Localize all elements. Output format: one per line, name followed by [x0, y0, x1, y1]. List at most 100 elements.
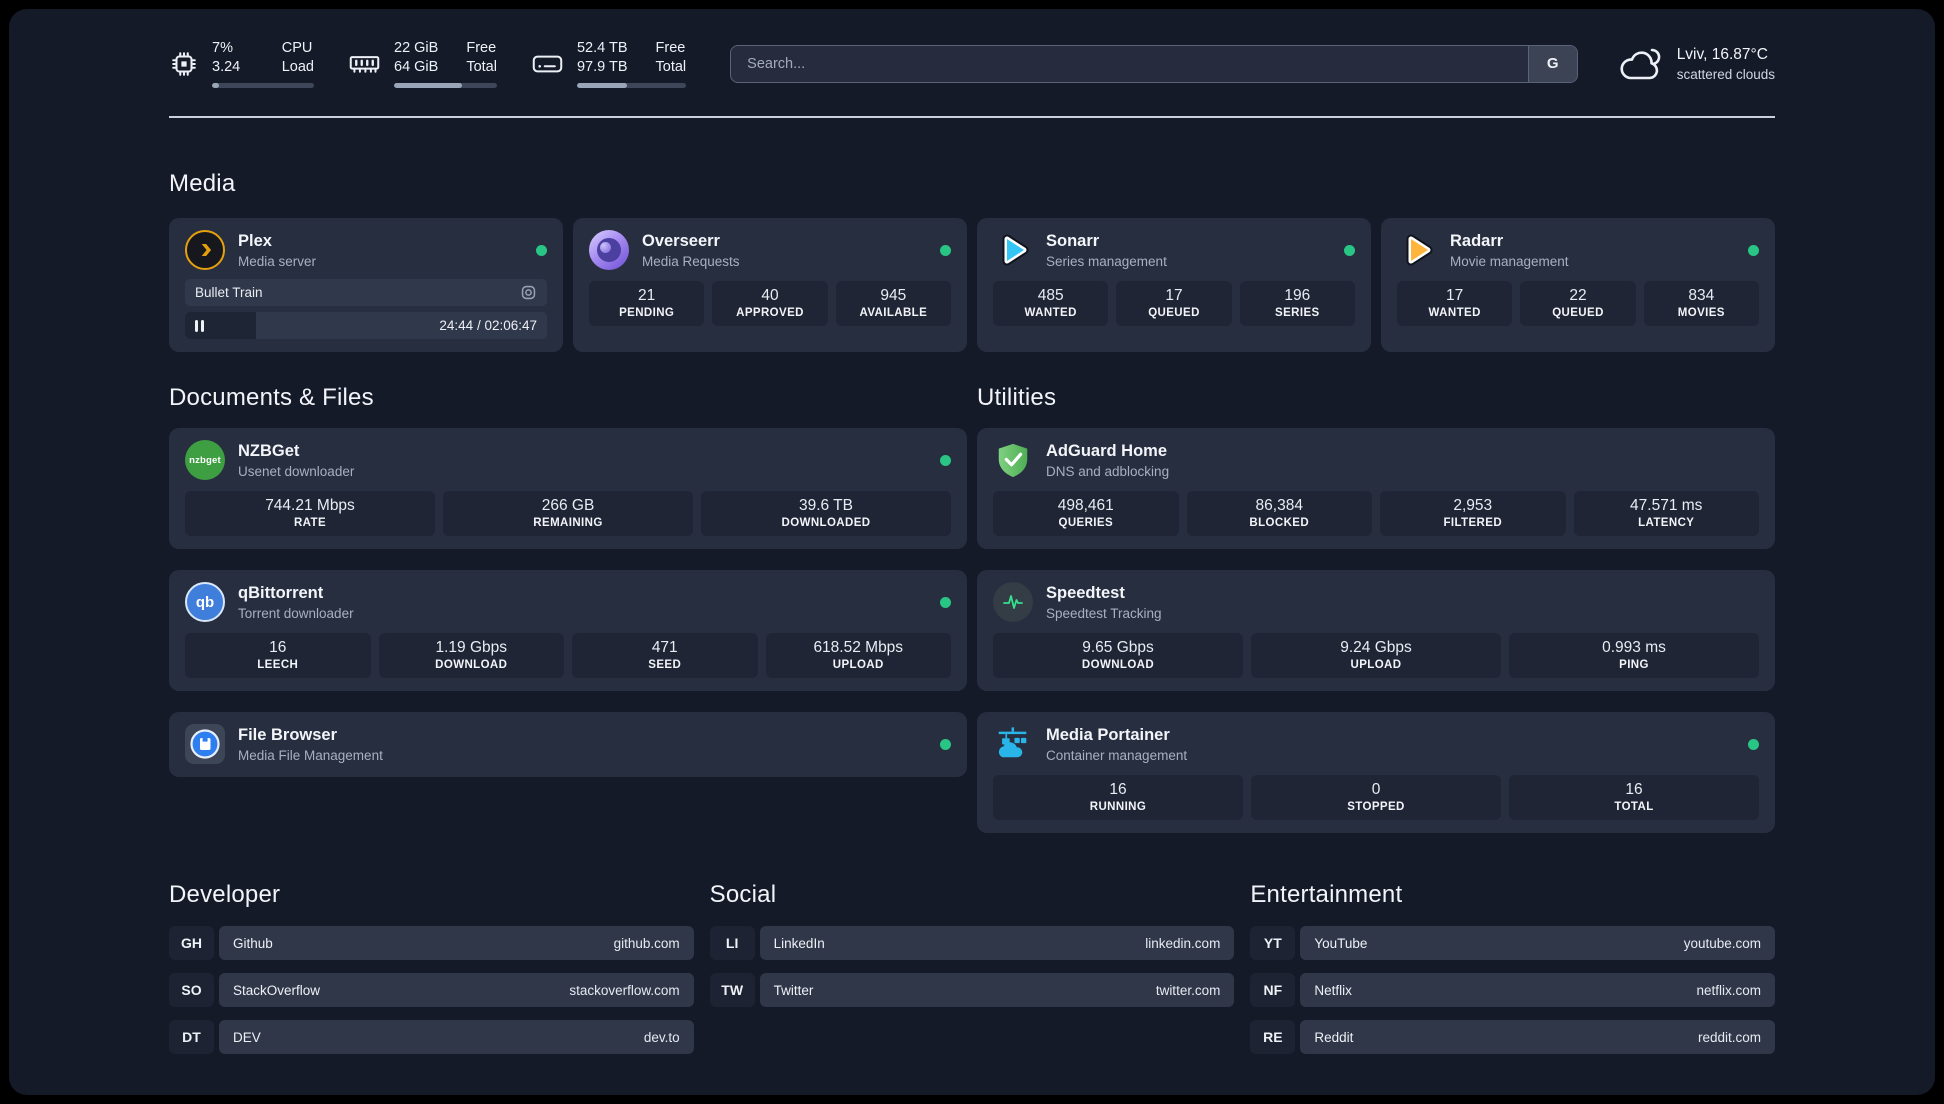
stat-wanted: 17 WANTED [1397, 281, 1513, 327]
stat-download: 9.65 Gbps DOWNLOAD [993, 633, 1243, 679]
stat-downloaded: 39.6 TB DOWNLOADED [701, 491, 951, 537]
link-url: stackoverflow.com [569, 982, 680, 998]
stat-value: 39.6 TB [798, 497, 853, 515]
stat-approved: 40 APPROVED [712, 281, 828, 327]
link-row-dev[interactable]: DT DEV dev.to [169, 1020, 694, 1055]
app-name: qBittorrent [238, 584, 324, 603]
app-description: Container management [1046, 748, 1188, 764]
stat-leech: 16 LEECH [185, 633, 371, 679]
stat-value: 47.571 ms [1630, 497, 1703, 515]
weather-condition: scattered clouds [1676, 66, 1775, 82]
app-card-portainer[interactable]: Media Portainer Container management 16 … [977, 712, 1775, 834]
radarr-icon [1397, 230, 1437, 270]
link-name: Github [233, 935, 273, 951]
media-grid: Plex Media server Bullet Train [169, 218, 1775, 353]
link-name: StackOverflow [233, 982, 321, 998]
app-description: Speedtest Tracking [1046, 606, 1162, 622]
app-card-overseerr[interactable]: Overseerr Media Requests 21 PENDING 40 A… [573, 218, 967, 353]
app-card-radarr[interactable]: Radarr Movie management 17 WANTED 22 QUE… [1381, 218, 1775, 353]
stat-rate: 744.21 Mbps RATE [185, 491, 435, 537]
app-card-speedtest[interactable]: Speedtest Speedtest Tracking 9.65 Gbps D… [977, 570, 1775, 692]
pause-icon[interactable] [195, 319, 204, 332]
memory-progress-bar [394, 83, 497, 89]
playback-time: 24:44 / 02:06:47 [439, 318, 537, 334]
search-input[interactable] [731, 45, 1528, 82]
stat-queries: 498,461 QUERIES [993, 491, 1179, 537]
memory-values: 22 GiB 64 GiB [394, 39, 438, 77]
app-name: Radarr [1450, 232, 1504, 251]
now-playing-bar[interactable]: Bullet Train [185, 279, 547, 307]
top-bar: 7% 3.24 CPU Load [169, 39, 1775, 89]
stat-value: 471 [651, 639, 678, 657]
memory-icon [348, 51, 381, 77]
link-row-linkedin[interactable]: LI LinkedIn linkedin.com [709, 926, 1235, 961]
stat-label: LATENCY [1638, 517, 1695, 530]
stat-label: UPLOAD [832, 659, 884, 672]
cpu-progress-bar [212, 83, 314, 89]
link-row-stackoverflow[interactable]: SO StackOverflow stackoverflow.com [169, 973, 694, 1008]
stat-value: 17 [1165, 287, 1183, 305]
link-row-reddit[interactable]: RE Reddit reddit.com [1250, 1020, 1775, 1055]
plex-icon [185, 230, 225, 271]
cpu-stat: 7% 3.24 CPU Load [169, 39, 314, 89]
stat-label: BLOCKED [1249, 517, 1310, 530]
memory-stat: 22 GiB 64 GiB Free Total [348, 39, 497, 89]
link-name: Twitter [773, 982, 814, 998]
video-icon[interactable] [520, 284, 537, 301]
link-abbr: RE [1250, 1020, 1296, 1055]
weather-location: Lviv, 16.87°C [1676, 45, 1768, 63]
app-name: Plex [238, 232, 272, 251]
disk-values: 52.4 TB 97.9 TB [577, 39, 628, 77]
speedtest-icon [993, 582, 1033, 623]
playback-bar[interactable]: 24:44 / 02:06:47 [185, 312, 547, 340]
app-description: Movie management [1450, 254, 1569, 270]
link-row-twitter[interactable]: TW Twitter twitter.com [709, 973, 1235, 1008]
stat-download: 1.19 Gbps DOWNLOAD [378, 633, 564, 679]
link-row-youtube[interactable]: YT YouTube youtube.com [1250, 926, 1775, 961]
search-engine-button[interactable]: G [1527, 45, 1577, 82]
stat-value: 16 [1625, 781, 1643, 799]
app-card-nzbget[interactable]: nzbget NZBGet Usenet downloader 744.21 M… [169, 428, 967, 550]
search-bar: G [730, 44, 1578, 83]
disk-progress-bar [576, 83, 687, 89]
stat-ping: 0.993 ms PING [1509, 633, 1759, 679]
stat-label: RUNNING [1089, 801, 1147, 814]
memory-total: 64 GiB [394, 59, 439, 76]
now-playing-title: Bullet Train [195, 285, 263, 301]
app-card-filebrowser[interactable]: File Browser Media File Management [169, 712, 967, 778]
app-card-adguard[interactable]: AdGuard Home DNS and adblocking 498,461 … [977, 428, 1775, 550]
stat-value: 618.52 Mbps [813, 639, 904, 657]
link-abbr: LI [709, 926, 755, 961]
app-card-qbittorrent[interactable]: qb qBittorrent Torrent downloader 16 LEE… [169, 570, 967, 692]
section-title-social: Social [709, 881, 777, 909]
link-name: YouTube [1314, 935, 1368, 951]
app-name: Overseerr [642, 232, 720, 251]
link-row-github[interactable]: GH Github github.com [169, 926, 694, 961]
stat-value: 16 [269, 639, 287, 657]
stat-label: PENDING [619, 307, 675, 320]
app-name: Sonarr [1046, 232, 1100, 251]
stat-movies: 834 MOVIES [1643, 281, 1759, 327]
link-url: linkedin.com [1145, 935, 1221, 951]
stat-value: 9.65 Gbps [1082, 639, 1154, 657]
stat-label: WANTED [1428, 307, 1481, 320]
status-dot [940, 454, 951, 466]
stat-blocked: 86,384 BLOCKED [1186, 491, 1372, 537]
app-card-plex[interactable]: Plex Media server Bullet Train [169, 218, 563, 353]
section-title-entertainment: Entertainment [1250, 881, 1403, 909]
status-dot [1748, 738, 1759, 750]
status-dot [940, 738, 951, 750]
stat-queued: 17 QUEUED [1116, 281, 1232, 327]
stat-value: 196 [1284, 287, 1311, 305]
link-name: DEV [233, 1029, 261, 1045]
status-dot [940, 244, 951, 256]
app-description: Media server [238, 254, 317, 270]
dashboard: 7% 3.24 CPU Load [9, 9, 1935, 1095]
link-row-netflix[interactable]: NF Netflix netflix.com [1250, 973, 1775, 1008]
disk-labels: Free Total [655, 40, 687, 76]
stat-label: STOPPED [1347, 801, 1405, 814]
disk-free: 52.4 TB [576, 40, 628, 56]
stat-label: QUEUED [1148, 307, 1200, 320]
app-card-sonarr[interactable]: Sonarr Series management 485 WANTED 17 Q… [977, 218, 1371, 353]
stat-value: 266 GB [541, 497, 595, 515]
